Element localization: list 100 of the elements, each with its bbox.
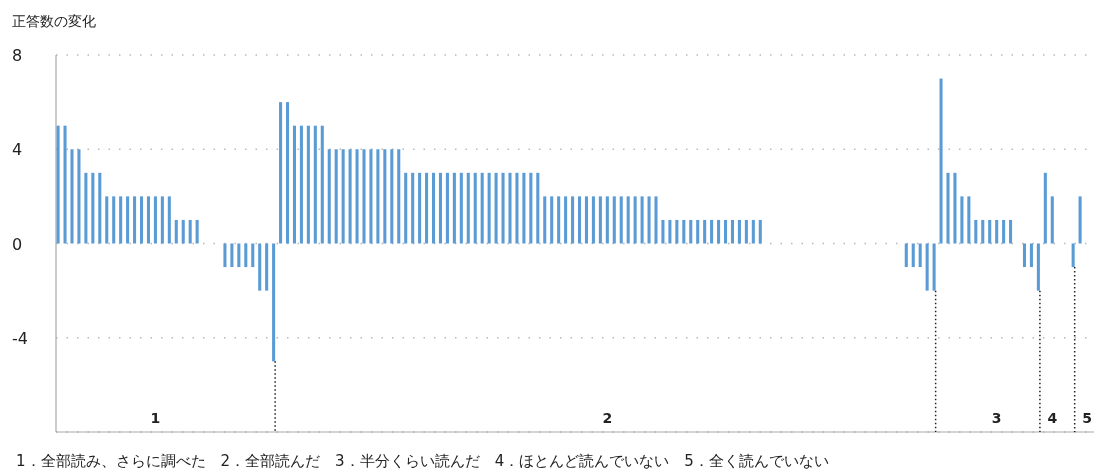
bar — [91, 172, 95, 244]
bar — [668, 219, 672, 244]
bar — [974, 219, 978, 244]
bar — [167, 196, 171, 244]
bar — [56, 125, 60, 244]
bar — [953, 172, 957, 244]
bar — [918, 243, 922, 268]
bar — [654, 196, 658, 244]
bar — [1071, 243, 1075, 268]
bar — [543, 196, 547, 244]
bar — [995, 219, 999, 244]
bar — [584, 196, 588, 244]
bar — [487, 172, 491, 244]
bar — [988, 219, 992, 244]
bar — [717, 219, 721, 244]
bar — [139, 196, 144, 244]
bar — [466, 172, 470, 244]
bar — [1043, 172, 1047, 244]
bar — [369, 149, 373, 244]
bar — [63, 125, 67, 244]
bar — [633, 196, 637, 244]
bar — [348, 149, 352, 244]
bar — [619, 196, 623, 244]
bar — [160, 196, 164, 244]
bar — [70, 149, 74, 244]
bar — [939, 78, 943, 244]
bar — [1022, 243, 1027, 268]
bar — [591, 196, 595, 244]
bar — [557, 196, 561, 244]
bar — [390, 149, 394, 244]
bar — [723, 219, 728, 244]
bar — [327, 149, 331, 244]
bar — [188, 219, 192, 244]
bar — [703, 219, 707, 244]
bar — [661, 219, 665, 244]
bar — [237, 243, 241, 268]
bar — [230, 243, 234, 268]
bar — [223, 243, 227, 268]
bar — [77, 149, 81, 244]
bar — [758, 219, 762, 244]
bar — [1029, 243, 1033, 268]
bar — [904, 243, 908, 268]
bar — [438, 172, 442, 244]
bar — [153, 196, 157, 244]
bar — [181, 219, 185, 244]
bar — [508, 172, 512, 244]
bar — [564, 196, 568, 244]
bar — [1036, 243, 1040, 291]
y-tick-label: -4 — [12, 328, 28, 348]
bar — [320, 125, 324, 244]
bar — [411, 172, 415, 244]
bar — [133, 196, 137, 244]
bar — [640, 196, 644, 244]
bar — [425, 172, 429, 244]
x-tick-label: 1 — [150, 410, 161, 426]
bar — [119, 196, 123, 244]
bar — [696, 219, 700, 244]
bar — [647, 196, 651, 244]
x-tick-label: 3 — [991, 410, 1002, 426]
bar — [195, 219, 199, 244]
bar — [571, 196, 575, 244]
bar — [751, 219, 755, 244]
bar — [244, 243, 248, 268]
bar — [932, 243, 936, 291]
bar — [146, 196, 150, 244]
bar — [258, 243, 262, 291]
bar — [84, 172, 88, 244]
bar — [577, 196, 582, 244]
bar — [737, 219, 741, 244]
bar — [626, 196, 630, 244]
bar — [126, 196, 130, 244]
bar — [744, 219, 748, 244]
bar — [313, 125, 317, 244]
bar — [967, 196, 971, 244]
y-tick-label: 0 — [12, 234, 23, 254]
bar — [272, 243, 276, 362]
bar — [452, 172, 456, 244]
bar — [529, 172, 533, 244]
bar — [925, 243, 929, 291]
bar — [292, 125, 296, 244]
bar — [494, 172, 498, 244]
bar — [1002, 219, 1006, 244]
bar — [383, 149, 387, 244]
bar — [397, 149, 401, 244]
bar — [473, 172, 477, 244]
bar — [515, 172, 519, 244]
bar — [911, 243, 915, 268]
bar — [1078, 196, 1082, 244]
y-tick-label: 8 — [12, 46, 23, 65]
bar — [334, 149, 338, 244]
bar — [265, 243, 269, 291]
bar — [1009, 219, 1013, 244]
bar — [174, 219, 178, 244]
bar — [730, 219, 734, 244]
bar — [598, 196, 602, 244]
bar — [536, 172, 540, 244]
bar — [550, 196, 554, 244]
bar — [605, 196, 609, 244]
bar — [306, 125, 310, 244]
bar — [675, 219, 679, 244]
